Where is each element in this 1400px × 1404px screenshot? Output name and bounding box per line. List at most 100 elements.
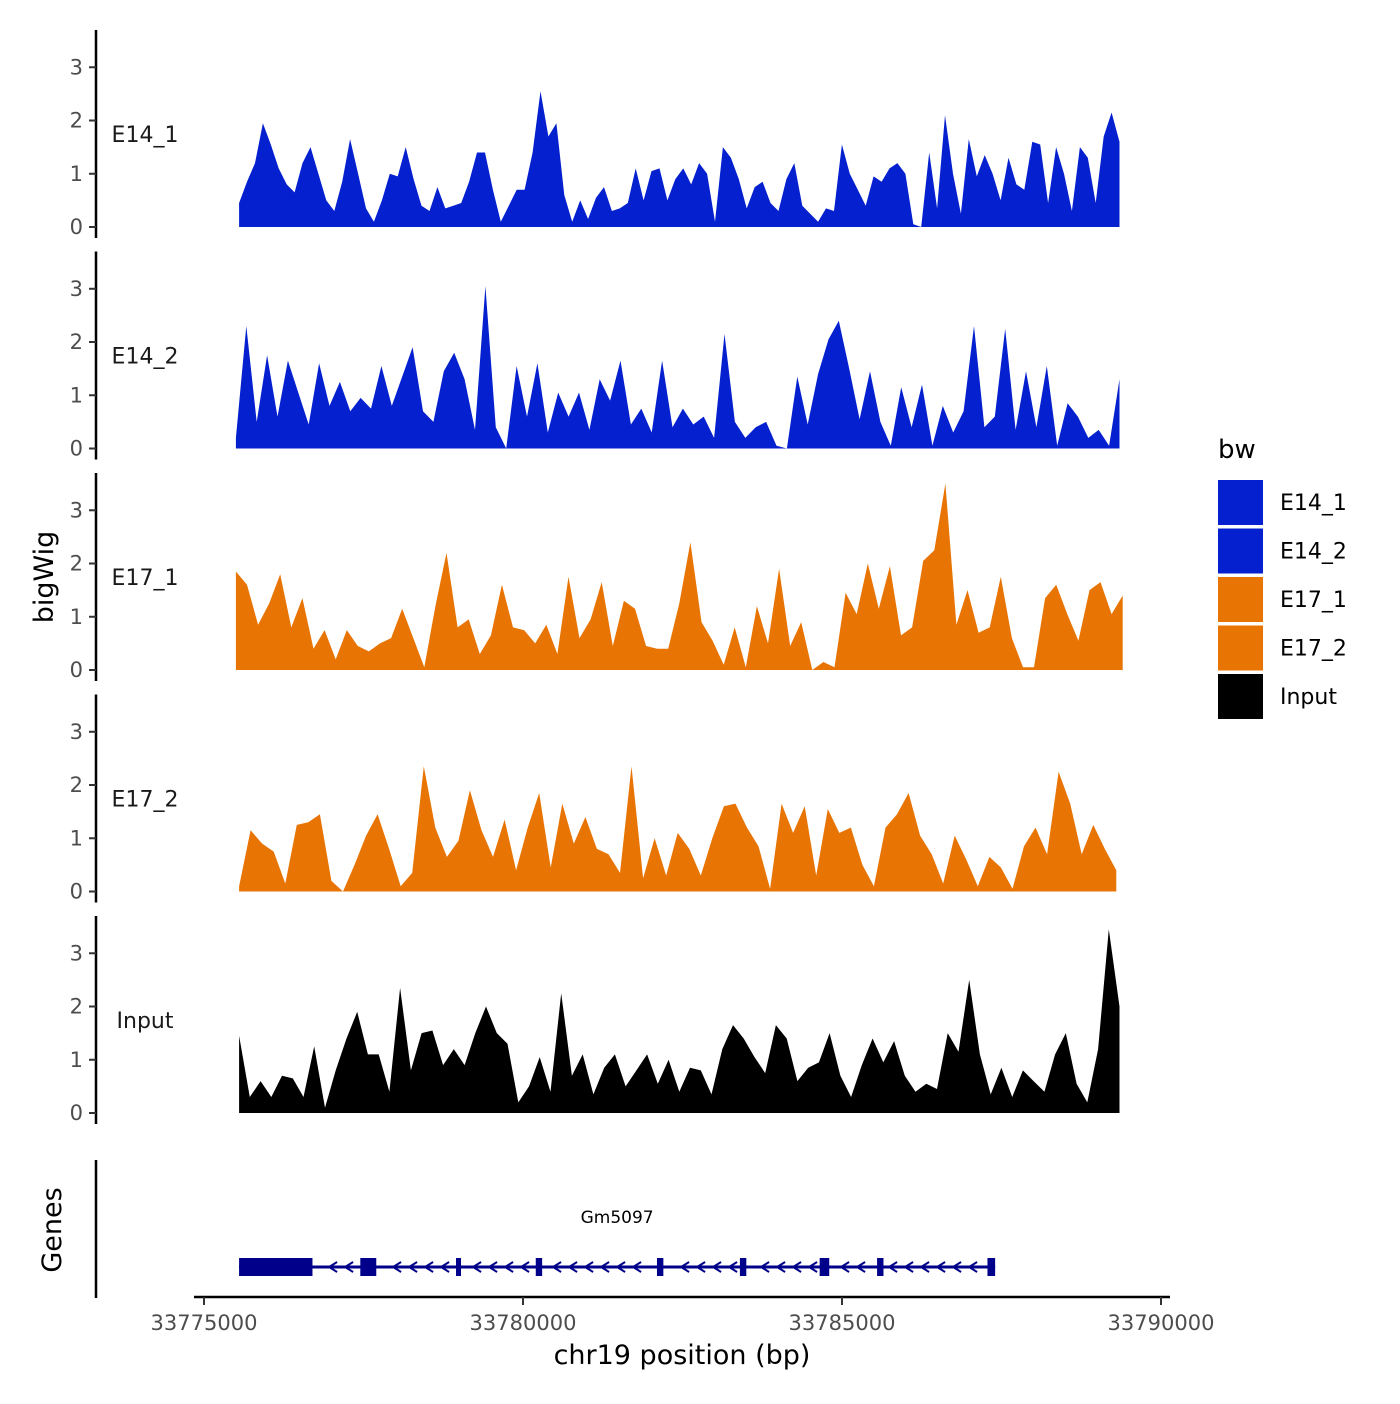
legend-entries: E14_1 E14_2 E17_1 E17_2 Input bbox=[1218, 480, 1347, 719]
strand-arrow bbox=[839, 1261, 850, 1273]
strand-arrow bbox=[631, 1261, 642, 1273]
strand-arrow bbox=[439, 1261, 450, 1273]
strand-arrow bbox=[791, 1261, 802, 1273]
y-tick-label: 2 bbox=[70, 330, 83, 354]
y-tick-label: 1 bbox=[70, 1048, 83, 1072]
y-tick-label: 0 bbox=[70, 215, 83, 239]
strand-arrow bbox=[919, 1261, 930, 1273]
coverage-tracks: 0 1 2 3 E14_1 0 1 2 3 E14_2 0 1 2 3 E17_1 0 1 2 3 E17_2 0 1 2 3… bbox=[70, 30, 1123, 1125]
track-E17_1: 0 1 2 3 E17_1 bbox=[70, 473, 1123, 682]
legend-label-E14_2: E14_2 bbox=[1280, 540, 1347, 565]
strand-arrow bbox=[759, 1261, 770, 1273]
gene-exon bbox=[456, 1258, 462, 1276]
legend-label-E17_2: E17_2 bbox=[1280, 637, 1347, 662]
strand-arrow bbox=[615, 1261, 626, 1273]
strand-arrow bbox=[471, 1261, 482, 1273]
y-tick-label: 2 bbox=[70, 109, 83, 133]
gene-exon bbox=[239, 1258, 313, 1276]
gene-model bbox=[239, 1258, 996, 1276]
strand-arrow bbox=[903, 1261, 914, 1273]
gene-exon bbox=[360, 1258, 377, 1276]
strand-arrow bbox=[695, 1261, 706, 1273]
x-tick-label: 33780000 bbox=[470, 1311, 577, 1335]
legend-swatch-Input bbox=[1218, 674, 1263, 719]
strand-arrow bbox=[679, 1261, 690, 1273]
y-tick-label: 3 bbox=[70, 941, 83, 965]
legend-label-E14_1: E14_1 bbox=[1280, 491, 1347, 516]
y-tick-label: 0 bbox=[70, 1101, 83, 1125]
y-tick-label: 2 bbox=[70, 552, 83, 576]
strand-arrow bbox=[951, 1261, 962, 1273]
y-tick-label: 2 bbox=[70, 773, 83, 797]
x-axis-ticks: 33775000 33780000 33785000 33790000 bbox=[151, 1297, 1215, 1335]
y-tick-label: 3 bbox=[70, 720, 83, 744]
legend-swatch-E14_2 bbox=[1218, 528, 1263, 574]
track-E14_2: 0 1 2 3 E14_2 bbox=[70, 251, 1120, 461]
strand-arrow bbox=[935, 1261, 946, 1273]
strand-arrow bbox=[583, 1261, 594, 1273]
gene-name-label: Gm5097 bbox=[581, 1208, 654, 1228]
coverage-area-E17_1 bbox=[235, 483, 1123, 670]
strand-arrow bbox=[391, 1261, 402, 1273]
strand-arrow bbox=[727, 1261, 738, 1273]
gene-exon bbox=[819, 1258, 830, 1276]
coverage-area-E17_2 bbox=[239, 766, 1117, 892]
gene-exon bbox=[535, 1258, 543, 1276]
y-tick-label: 1 bbox=[70, 162, 83, 186]
y-tick-label: 3 bbox=[70, 277, 83, 301]
legend: bw E14_1 E14_2 E17_1 E17_2 Input bbox=[1218, 435, 1347, 719]
strand-arrow bbox=[407, 1261, 418, 1273]
x-tick-label: 33775000 bbox=[151, 1311, 258, 1335]
track-label-E14_1: E14_1 bbox=[112, 123, 179, 148]
strand-arrow bbox=[343, 1261, 354, 1273]
x-axis-title: chr19 position (bp) bbox=[554, 1340, 811, 1371]
coverage-area-E14_2 bbox=[235, 286, 1120, 449]
strand-arrow bbox=[855, 1261, 866, 1273]
strand-arrow bbox=[887, 1261, 898, 1273]
y-tick-label: 3 bbox=[70, 498, 83, 522]
y-tick-label: 0 bbox=[70, 658, 83, 682]
strand-arrow bbox=[775, 1261, 786, 1273]
y-tick-label: 0 bbox=[70, 880, 83, 904]
strand-arrow bbox=[711, 1261, 722, 1273]
strand-arrow bbox=[487, 1261, 498, 1273]
y-tick-label: 0 bbox=[70, 437, 83, 461]
track-label-Input: Input bbox=[117, 1009, 174, 1034]
legend-label-Input: Input bbox=[1280, 685, 1337, 710]
track-Input: 0 1 2 3 Input bbox=[70, 916, 1120, 1125]
gene-exon bbox=[987, 1258, 996, 1276]
track-E14_1: 0 1 2 3 E14_1 bbox=[70, 30, 1120, 239]
track-label-E17_2: E17_2 bbox=[112, 787, 179, 812]
strand-arrow bbox=[599, 1261, 610, 1273]
legend-label-E17_1: E17_1 bbox=[1280, 588, 1347, 613]
track-label-E17_1: E17_1 bbox=[112, 566, 179, 591]
strand-arrow bbox=[567, 1261, 578, 1273]
y-tick-label: 3 bbox=[70, 55, 83, 79]
strand-arrow bbox=[807, 1261, 818, 1273]
coverage-area-E14_1 bbox=[239, 91, 1120, 227]
y-tick-label: 1 bbox=[70, 383, 83, 407]
x-tick-label: 33785000 bbox=[789, 1311, 896, 1335]
strand-arrow bbox=[327, 1261, 338, 1273]
strand-arrow bbox=[423, 1261, 434, 1273]
track-E17_2: 0 1 2 3 E17_2 bbox=[70, 694, 1117, 904]
legend-title: bw bbox=[1218, 435, 1256, 465]
coverage-area-Input bbox=[239, 929, 1120, 1113]
gene-exon bbox=[739, 1258, 747, 1276]
strand-arrow bbox=[967, 1261, 978, 1273]
gene-track-label: Genes bbox=[37, 1187, 68, 1272]
y-tick-label: 2 bbox=[70, 995, 83, 1019]
y-tick-label: 1 bbox=[70, 826, 83, 850]
gene-exon bbox=[877, 1258, 884, 1276]
x-tick-label: 33790000 bbox=[1108, 1311, 1215, 1335]
y-axis-title: bigWig bbox=[29, 531, 60, 624]
gene-exon bbox=[656, 1258, 664, 1276]
legend-swatch-E17_1 bbox=[1218, 577, 1263, 622]
gene-track-panel: Genes Gm5097 33775000 33780000 33785000 337… bbox=[37, 1160, 1214, 1335]
y-tick-label: 1 bbox=[70, 605, 83, 629]
track-label-E14_2: E14_2 bbox=[112, 344, 179, 369]
strand-arrow bbox=[519, 1261, 530, 1273]
strand-arrow bbox=[551, 1261, 562, 1273]
